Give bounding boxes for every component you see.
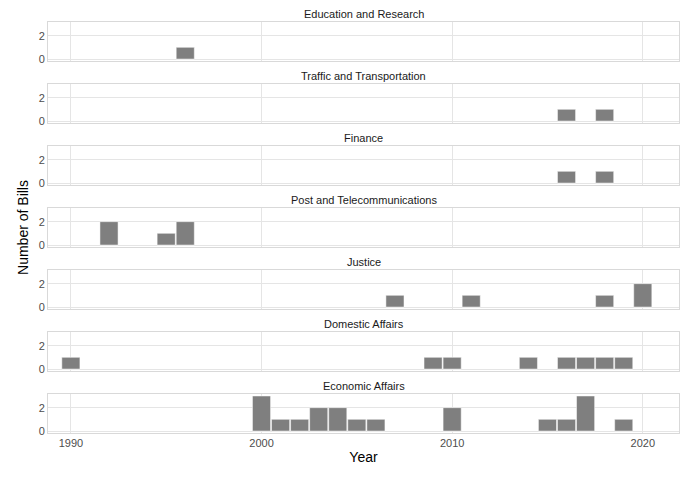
svg-text:1990: 1990	[59, 437, 83, 449]
svg-text:2: 2	[39, 30, 45, 42]
svg-text:0: 0	[39, 177, 45, 189]
svg-text:0: 0	[39, 301, 45, 313]
svg-text:0: 0	[39, 115, 45, 127]
svg-text:Traffic and Transportation: Traffic and Transportation	[301, 70, 426, 82]
svg-text:Justice: Justice	[347, 256, 381, 268]
svg-text:0: 0	[39, 239, 45, 251]
svg-text:2010: 2010	[440, 437, 464, 449]
svg-text:Year: Year	[349, 449, 378, 465]
svg-text:Domestic Affairs: Domestic Affairs	[324, 318, 404, 330]
svg-text:2000: 2000	[249, 437, 273, 449]
svg-text:2: 2	[39, 278, 45, 290]
svg-text:Economic Affairs: Economic Affairs	[323, 380, 405, 392]
svg-text:2: 2	[39, 92, 45, 104]
svg-text:Finance: Finance	[344, 132, 383, 144]
svg-text:2020: 2020	[631, 437, 655, 449]
svg-text:2: 2	[39, 402, 45, 414]
svg-text:0: 0	[39, 363, 45, 375]
svg-text:0: 0	[39, 425, 45, 437]
svg-text:0: 0	[39, 53, 45, 65]
svg-text:Education and Research: Education and Research	[304, 8, 424, 20]
svg-text:2: 2	[39, 216, 45, 228]
svg-text:Post and Telecommunications: Post and Telecommunications	[291, 194, 437, 206]
svg-text:2: 2	[39, 340, 45, 352]
svg-text:Number of Bills: Number of Bills	[15, 180, 31, 275]
svg-text:2: 2	[39, 154, 45, 166]
